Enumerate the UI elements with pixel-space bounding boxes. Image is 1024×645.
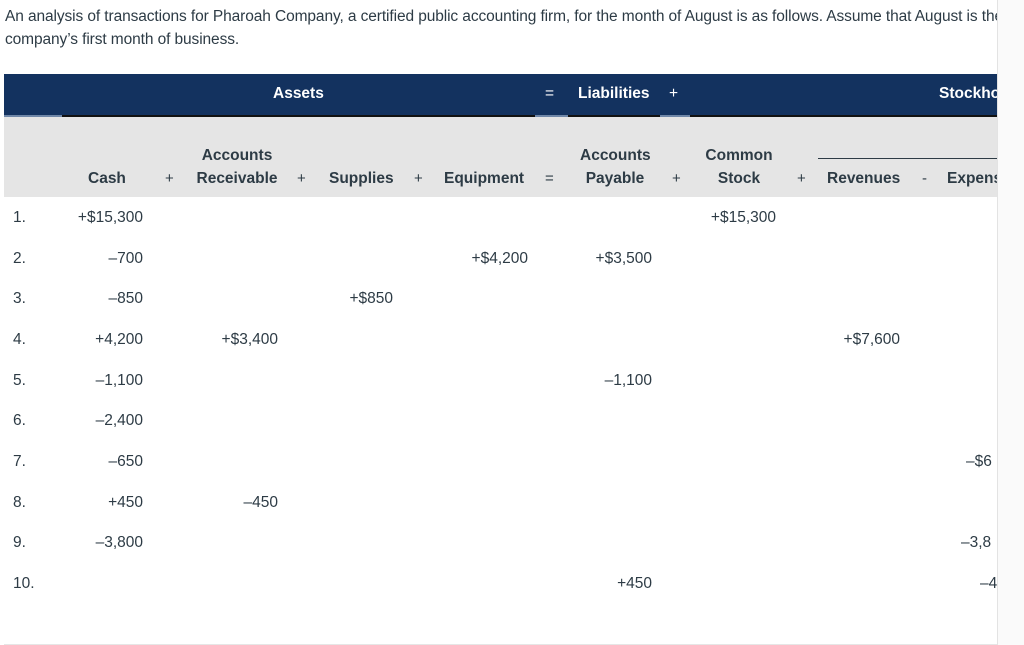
cell-revenues: +$7,600: [843, 331, 900, 348]
cell-cash: +4,200: [95, 331, 143, 348]
equals-sign: =: [545, 85, 555, 102]
cell-cash: –2,400: [95, 412, 143, 429]
cell-cash: –850: [108, 290, 143, 307]
op-plus: +: [297, 170, 306, 187]
equity-underline: [690, 115, 997, 117]
retained-earnings-line: [818, 158, 997, 159]
transaction-analysis-table: Assets = Liabilities + Stockholders' Equ…: [4, 74, 997, 645]
header-underline-light: [535, 115, 568, 117]
assets-underline: [62, 115, 535, 117]
col-accounts-payable: Accounts Payable: [580, 147, 651, 187]
question-intro: An analysis of transactions for Pharoah …: [5, 8, 1004, 48]
header-underline-light: [660, 115, 690, 117]
cell-cash: –700: [108, 250, 143, 267]
cell-expenses: –$6: [966, 453, 992, 470]
op-plus: +: [414, 170, 423, 187]
op-minus: -: [922, 170, 927, 187]
cell-common-stock: +$15,300: [710, 209, 776, 226]
column-header-row: [4, 117, 997, 197]
op-equals: =: [545, 170, 554, 187]
cell-accounts-receivable: –450: [243, 494, 278, 511]
cell-supplies: +$850: [349, 290, 393, 307]
cell-cash: +$15,300: [77, 209, 143, 226]
assets-heading: Assets: [273, 85, 324, 102]
col-cash: Cash: [88, 170, 126, 187]
liabilities-underline: [568, 115, 690, 117]
horizontal-scroll-edge: [997, 0, 1024, 645]
cell-accounts-payable: +$3,500: [595, 250, 652, 267]
cell-cash: +450: [108, 494, 143, 511]
cell-expenses: –3,8: [961, 534, 992, 551]
cell-accounts-receivable: +$3,400: [221, 331, 278, 348]
plus-sign: +: [669, 85, 679, 102]
op-plus: +: [672, 170, 681, 187]
col-supplies: Supplies: [329, 170, 394, 187]
cell-accounts-payable: –1,100: [604, 372, 652, 389]
cell-equipment: +$4,200: [471, 250, 528, 267]
cell-expenses: –4: [980, 575, 997, 592]
liabilities-heading: Liabilities: [578, 85, 650, 102]
op-plus: +: [797, 170, 806, 187]
stockholders-equity-heading: Stockholders' Equity: [939, 85, 997, 102]
col-revenues: Revenues: [827, 170, 901, 187]
cell-cash: –650: [108, 453, 143, 470]
col-expenses: Expenses: [947, 170, 997, 187]
col-equipment: Equipment: [444, 170, 525, 187]
col-common-stock: Common Stock: [705, 147, 773, 187]
op-plus: +: [165, 170, 174, 187]
cell-accounts-payable: +450: [617, 575, 652, 592]
col-accounts-receivable: Accounts Receivable: [196, 147, 278, 187]
header-band: [4, 74, 997, 115]
cell-cash: –1,100: [95, 372, 143, 389]
header-underline-light: [4, 115, 62, 117]
cell-cash: –3,800: [95, 534, 143, 551]
